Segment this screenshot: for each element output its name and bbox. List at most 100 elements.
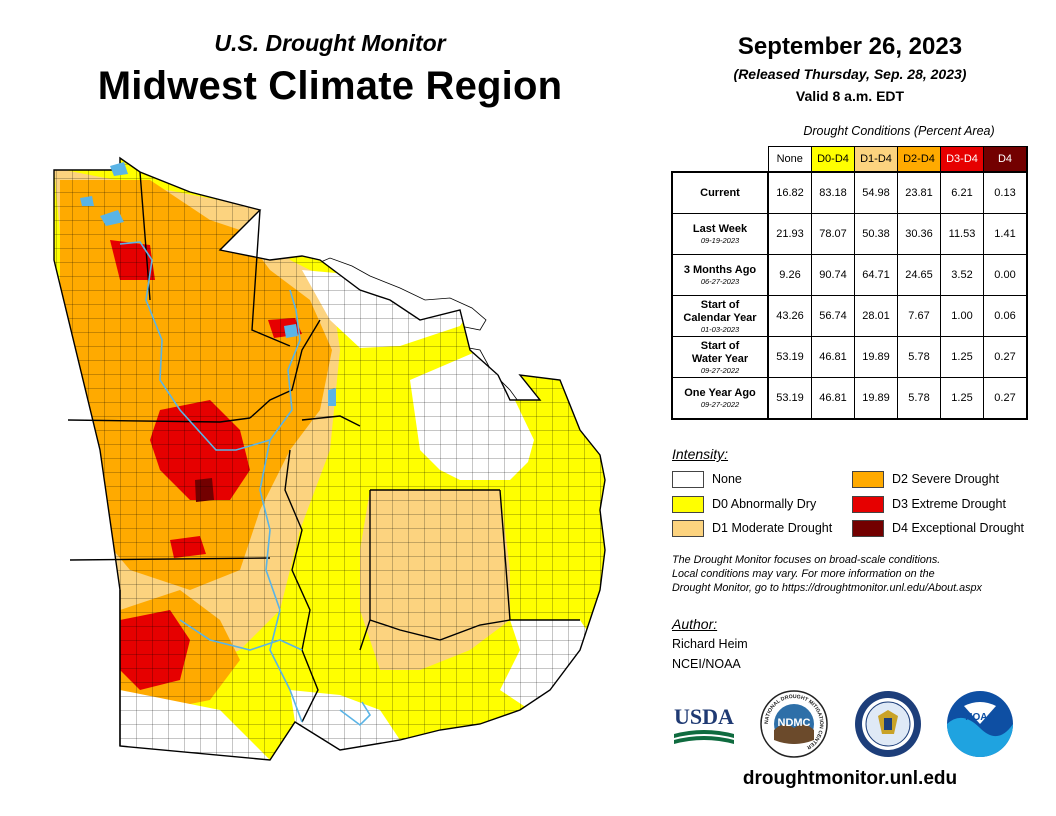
legend-item-none: None (672, 470, 742, 490)
legend-item-d0: D0 Abnormally Dry (672, 495, 816, 515)
author-org: NCEI/NOAA (672, 657, 741, 671)
table-row: 3 Months Ago 06-27-2023 9.26 90.74 64.71 24.6… (671, 254, 1028, 296)
table-cell: 1.25 (940, 377, 984, 420)
table-cell: 0.00 (983, 254, 1028, 296)
table-header-row: None D0-D4 D1-D4 D2-D4 D3-D4 D4 (672, 146, 1028, 173)
table-row: Start of Water Year 09-27-2022 53.19 46.81 19… (671, 336, 1028, 378)
table-cell: 43.26 (767, 295, 812, 337)
disclaimer-note: The Drought Monitor focuses on broad-sca… (672, 553, 1042, 595)
table-cell: 19.89 (854, 336, 898, 378)
table-cell: 19.89 (854, 377, 898, 420)
table-cell: 28.01 (854, 295, 898, 337)
row-label: Start of Calendar Year 01-03-2023 (671, 295, 769, 337)
rivers (119, 241, 372, 727)
table-cell: 0.06 (983, 295, 1028, 337)
map-date: September 26, 2023 (737, 33, 963, 60)
noaa-logo-icon: NOAA (947, 691, 1013, 757)
release-date: (Released Thursday, Sep. 28, 2023) (733, 66, 967, 82)
table-cell: 46.81 (811, 336, 855, 378)
legend-swatch-d0 (672, 496, 704, 514)
table-cell: 5.78 (897, 377, 941, 420)
col-d0-d4: D0-D4 (811, 146, 855, 173)
table-corner (672, 147, 768, 173)
table-cell: 23.81 (897, 171, 941, 214)
map-title: Midwest Climate Region (97, 64, 563, 108)
noaa-logo-text: NOAA (965, 712, 994, 723)
intensity-heading: Intensity: (672, 446, 729, 462)
table-row: Start of Calendar Year 01-03-2023 43.26 56.7… (671, 295, 1028, 337)
row-label-text: Last Week (692, 223, 748, 235)
table-cell: 53.19 (767, 377, 812, 420)
row-label-text: Start of (700, 339, 740, 352)
table-cell: 24.65 (897, 254, 941, 296)
legend-swatch-none (672, 471, 704, 489)
table-cell: 7.67 (897, 295, 941, 337)
row-label-text-2: Water Year (691, 352, 749, 365)
row-label: 3 Months Ago 06-27-2023 (671, 254, 769, 296)
row-date: 09-27-2022 (700, 400, 740, 409)
legend-swatch-d3 (852, 496, 884, 514)
table-cell: 56.74 (811, 295, 855, 337)
col-d4: D4 (983, 146, 1028, 173)
table-cell: 11.53 (940, 213, 984, 255)
usda-logo-text: USDA (674, 704, 734, 729)
drought-map (53, 156, 606, 761)
table-cell: 6.21 (940, 171, 984, 214)
legend-label-d0: D0 Abnormally Dry (712, 497, 817, 511)
commerce-seal-icon (855, 691, 921, 757)
col-d3-d4: D3-D4 (940, 146, 984, 173)
row-label-text: Current (700, 186, 740, 199)
legend-label-d3: D3 Extreme Drought (892, 497, 1006, 511)
noaa-logo: NOAA (946, 690, 1014, 758)
legend-swatch-d2 (852, 471, 884, 489)
table-cell: 50.38 (854, 213, 898, 255)
row-date: 06-27-2023 (700, 277, 740, 286)
map-subtitle: U.S. Drought Monitor (214, 30, 446, 56)
website-url: droughtmonitor.unl.edu (742, 768, 958, 789)
drought-landmass (54, 158, 605, 760)
row-label-text: 3 Months Ago (683, 264, 757, 276)
valid-time: Valid 8 a.m. EDT (795, 88, 905, 104)
row-label-text-2: Calendar Year (683, 311, 757, 324)
row-label: Start of Water Year 09-27-2022 (671, 336, 769, 378)
table-cell: 0.27 (983, 377, 1028, 420)
row-date: 01-03-2023 (700, 324, 740, 334)
legend-label-d2: D2 Severe Drought (892, 472, 1000, 486)
table-cell: 30.36 (897, 213, 941, 255)
usda-logo: USDA (672, 700, 736, 748)
table-cell: 83.18 (811, 171, 855, 214)
table-cell: 1.00 (940, 295, 984, 337)
author-heading: Author: (672, 616, 718, 632)
legend-label-none: None (712, 472, 742, 486)
table-caption: Drought Conditions (Percent Area) (803, 124, 995, 138)
col-d1-d4: D1-D4 (854, 146, 898, 173)
table-cell: 78.07 (811, 213, 855, 255)
ndmc-logo-text: NDMC (778, 717, 811, 729)
row-date: 09-19-2023 (700, 236, 740, 245)
legend-item-d1: D1 Moderate Drought (672, 519, 832, 539)
row-label: One Year Ago 09-27-2022 (671, 377, 769, 420)
legend-item-d4: D4 Exceptional Drought (852, 519, 1024, 539)
legend-swatch-d1 (672, 520, 704, 538)
table-cell: 1.41 (983, 213, 1028, 255)
ndmc-logo-icon: NATIONAL DROUGHT MITIGATION CENTER NDMC (760, 690, 828, 758)
row-label-text: Start of (700, 298, 740, 311)
legend-item-d3: D3 Extreme Drought (852, 495, 1006, 515)
table-cell: 9.26 (767, 254, 812, 296)
lakes (80, 162, 336, 406)
note-line-1: The Drought Monitor focuses on broad-sca… (672, 554, 941, 566)
table-cell: 16.82 (767, 171, 812, 214)
table-cell: 3.52 (940, 254, 984, 296)
legend-label-d1: D1 Moderate Drought (712, 521, 833, 535)
author-name: Richard Heim (672, 637, 748, 651)
col-d2-d4: D2-D4 (897, 146, 941, 173)
state-borders (53, 156, 606, 761)
row-label: Last Week 09-19-2023 (671, 213, 769, 255)
legend-item-d2: D2 Severe Drought (852, 470, 999, 490)
note-line-2: Local conditions may vary. For more info… (672, 568, 935, 580)
note-line-3: Drought Monitor, go to https://droughtmo… (672, 582, 982, 594)
drought-stats-table: None D0-D4 D1-D4 D2-D4 D3-D4 D4 Current 1… (671, 146, 1028, 420)
legend-swatch-d4 (852, 520, 884, 538)
table-row: Last Week 09-19-2023 21.93 78.07 50.38 30.36 1… (671, 213, 1028, 255)
ndmc-logo: NATIONAL DROUGHT MITIGATION CENTER NDMC (760, 690, 828, 758)
